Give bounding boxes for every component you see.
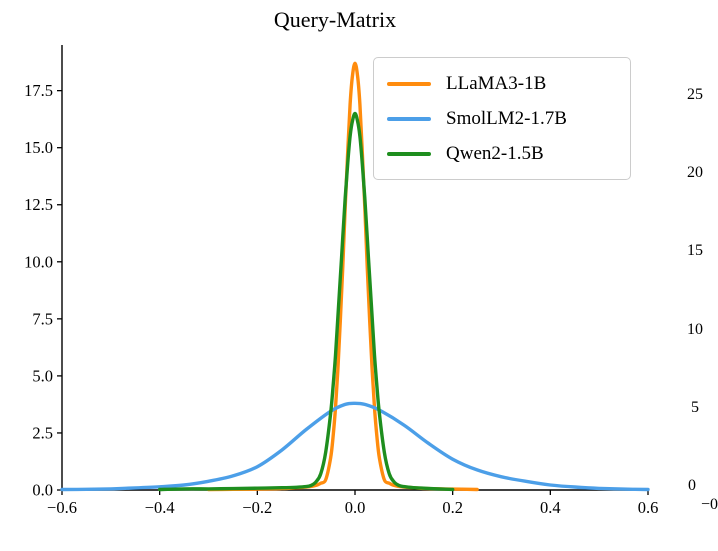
legend-entry-smollm2: SmolLM2-1.7B xyxy=(374,101,630,136)
y-tick-label: 17.5 xyxy=(24,81,53,100)
right-chart-ytick-25: 25 xyxy=(687,86,703,103)
legend: LLaMA3-1B SmolLM2-1.7B Qwen2-1.5B xyxy=(373,57,631,180)
legend-label-smollm2: SmolLM2-1.7B xyxy=(446,107,567,129)
legend-line-llama3 xyxy=(387,81,431,86)
legend-label-llama3: LLaMA3-1B xyxy=(446,72,547,94)
x-tick-label: 0.6 xyxy=(638,498,659,517)
y-tick-label: 0.0 xyxy=(32,481,53,500)
x-tick-label: 0.4 xyxy=(540,498,561,517)
legend-entry-llama3: LLaMA3-1B xyxy=(374,66,630,101)
y-tick-label: 2.5 xyxy=(32,423,53,442)
x-tick-label: −0.2 xyxy=(242,498,272,517)
right-chart-ytick-15: 15 xyxy=(687,242,703,259)
x-tick-label: −0.4 xyxy=(145,498,175,517)
right-chart-ytick-10: 10 xyxy=(687,321,703,338)
y-tick-label: 12.5 xyxy=(24,195,53,214)
legend-label-qwen2: Qwen2-1.5B xyxy=(446,142,544,164)
x-tick-label: 0.2 xyxy=(442,498,463,517)
right-chart-ytick-5: 5 xyxy=(691,399,699,416)
right-chart-xtick-partial: −0 xyxy=(701,496,718,513)
series-line-Qwen2-1.5B xyxy=(158,111,455,492)
legend-entry-qwen2: Qwen2-1.5B xyxy=(374,136,630,171)
legend-line-qwen2 xyxy=(387,151,431,156)
series-line-SmolLM2-1.7B xyxy=(60,401,650,492)
y-tick-label: 5.0 xyxy=(32,366,53,385)
right-chart-ytick-20: 20 xyxy=(687,164,703,181)
right-chart-ytick-0: 0 xyxy=(688,477,696,494)
chart-title: Query-Matrix xyxy=(273,7,397,32)
y-tick-label: 7.5 xyxy=(32,309,53,328)
x-tick-label: 0.0 xyxy=(345,498,366,517)
y-tick-label: 10.0 xyxy=(24,252,53,271)
y-tick-label: 15.0 xyxy=(24,138,53,157)
x-tick-label: −0.6 xyxy=(47,498,77,517)
legend-line-smollm2 xyxy=(387,116,431,121)
series-line-LLaMA3-1B xyxy=(206,61,479,492)
